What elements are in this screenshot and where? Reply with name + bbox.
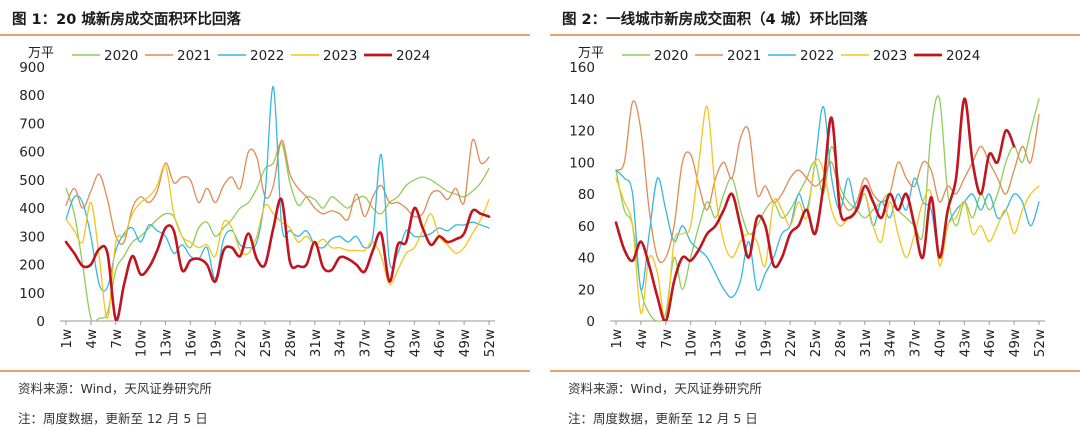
series-group	[614, 95, 1040, 321]
chart-title: 图 2：一线城市新房成交面积（4 城）环比回落	[562, 12, 868, 28]
x-tick-label: 46w	[982, 329, 998, 357]
x-tick-label: 25w	[808, 329, 824, 357]
note-text: 注：周度数据，更新至 12 月 5 日	[18, 411, 208, 426]
y-tick-label: 140	[569, 92, 595, 108]
x-tick-label: 31w	[308, 329, 324, 357]
x-tick-label: 52w	[1032, 329, 1048, 357]
x-tick-label: 22w	[233, 329, 249, 357]
footer-divider	[550, 370, 1080, 372]
y-tick-label: 80	[578, 187, 595, 203]
y-tick-label: 160	[569, 60, 595, 76]
series-line-2022	[65, 86, 490, 292]
series-line-2024	[614, 97, 1016, 321]
y-tick-label: 20	[578, 282, 595, 298]
y-tick-label: 400	[19, 201, 45, 217]
legend-label-2022: 2022	[250, 48, 284, 64]
x-tick-label: 52w	[482, 329, 498, 357]
x-tick-label: 34w	[883, 329, 899, 357]
y-axis-unit-label: 万平	[28, 46, 54, 61]
legend-label-2020: 2020	[104, 48, 138, 64]
title-divider	[550, 34, 1080, 36]
legend-label-2023: 2023	[873, 48, 907, 64]
legend-label-2021: 2021	[727, 48, 761, 64]
y-tick-label: 600	[19, 145, 45, 161]
legend-label-2024: 2024	[396, 48, 430, 64]
y-tick-label: 40	[578, 251, 595, 267]
x-tick-label: 37w	[908, 329, 924, 357]
y-tick-label: 120	[569, 124, 595, 140]
x-tick-label: 19w	[758, 329, 774, 357]
x-tick-label: 13w	[159, 329, 175, 357]
note-text: 注：周度数据，更新至 12 月 5 日	[568, 411, 758, 426]
y-tick-label: 200	[19, 258, 45, 274]
x-tick-label: 25w	[258, 329, 274, 357]
y-tick-label: 800	[19, 88, 45, 104]
x-tick-label: 28w	[833, 329, 849, 357]
y-axis-unit-label: 万平	[578, 46, 604, 61]
y-tick-label: 300	[19, 229, 45, 245]
y-tick-label: 500	[19, 173, 45, 189]
source-text: 资料来源：Wind，天风证券研究所	[18, 381, 212, 396]
x-tick-label: 10w	[684, 329, 700, 357]
legend-label-2022: 2022	[800, 48, 834, 64]
x-tick-label: 43w	[957, 329, 973, 357]
x-tick-label: 4w	[634, 329, 650, 349]
x-tick-label: 7w	[109, 329, 125, 349]
x-tick-label: 28w	[283, 329, 299, 357]
y-tick-label: 900	[19, 60, 45, 76]
y-tick-label: 700	[19, 116, 45, 132]
chart-panel-2: 图 2：一线城市新房成交面积（4 城）环比回落 万平 0 20 40 60 80 100 12…	[550, 0, 1080, 430]
line-chart-tier1-cities: 万平 0 20 40 60 80 100 120 140 160 1w 4w 7w 10w 13w 16w 19…	[569, 46, 1048, 357]
footer-divider	[0, 370, 530, 372]
chart-panel-1: 图 1：20 城新房成交面积环比回落 万平 0 100 200 300 400 500 600…	[0, 0, 530, 430]
title-divider	[0, 34, 530, 36]
legend-label-2020: 2020	[654, 48, 688, 64]
x-tick-label: 13w	[709, 329, 725, 357]
x-tick-label: 1w	[59, 329, 75, 349]
series-line-2023	[65, 164, 490, 319]
legend-label-2021: 2021	[177, 48, 211, 64]
series-group	[64, 86, 491, 321]
y-tick-label: 100	[19, 286, 45, 302]
chart-title: 图 1：20 城新房成交面积环比回落	[12, 12, 241, 28]
series-line-2020	[615, 95, 1040, 321]
x-tick-label: 34w	[333, 329, 349, 357]
x-tick-label: 40w	[382, 329, 398, 357]
x-tick-label: 31w	[858, 329, 874, 357]
series-line-2023	[615, 105, 1040, 321]
x-tick-label: 19w	[208, 329, 224, 357]
source-text: 资料来源：Wind，天风证券研究所	[568, 381, 762, 396]
x-tick-label: 43w	[407, 329, 423, 357]
x-tick-label: 1w	[609, 329, 625, 349]
x-tick-label: 4w	[84, 329, 100, 349]
x-tick-label: 49w	[457, 329, 473, 357]
x-tick-label: 40w	[932, 329, 948, 357]
y-tick-label: 0	[36, 314, 45, 330]
x-tick-label: 22w	[783, 329, 799, 357]
x-tick-label: 49w	[1007, 329, 1023, 357]
line-chart-20-cities: 万平 0 100 200 300 400 500 600 700 800 900 1w 4w 7w 10w 1…	[19, 46, 498, 357]
x-tick-label: 7w	[659, 329, 675, 349]
series-line-2024	[64, 197, 491, 321]
x-tick-label: 16w	[733, 329, 749, 357]
x-tick-label: 10w	[134, 329, 150, 357]
x-tick-label: 16w	[183, 329, 199, 357]
y-tick-label: 100	[569, 155, 595, 171]
x-tick-label: 46w	[432, 329, 448, 357]
legend-label-2023: 2023	[323, 48, 357, 64]
legend-label-2024: 2024	[946, 48, 980, 64]
y-tick-label: 0	[586, 314, 595, 330]
series-line-2022	[615, 106, 1040, 299]
x-tick-label: 37w	[358, 329, 374, 357]
y-tick-label: 60	[578, 219, 595, 235]
